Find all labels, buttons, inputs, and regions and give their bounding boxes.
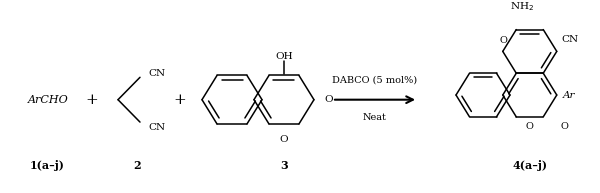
Text: Ar: Ar	[563, 91, 575, 100]
Text: 4(a–j): 4(a–j)	[512, 159, 547, 170]
Text: +: +	[173, 93, 187, 107]
Text: Neat: Neat	[363, 113, 387, 122]
Text: CN: CN	[562, 35, 579, 44]
Text: 1(a–j): 1(a–j)	[30, 159, 65, 170]
Text: ArCHO: ArCHO	[28, 95, 69, 105]
Text: NH$_2$: NH$_2$	[510, 0, 534, 13]
Text: O: O	[324, 95, 332, 104]
Text: O: O	[561, 122, 569, 131]
Text: +: +	[86, 93, 98, 107]
Text: 3: 3	[280, 159, 288, 170]
Text: CN: CN	[148, 69, 165, 78]
Text: OH: OH	[275, 52, 293, 61]
Text: CN: CN	[148, 123, 165, 132]
Text: O: O	[280, 135, 288, 144]
Text: O: O	[526, 122, 534, 131]
Text: DABCO (5 mol%): DABCO (5 mol%)	[332, 76, 418, 85]
Text: 2: 2	[133, 159, 141, 170]
Text: O: O	[500, 36, 508, 45]
